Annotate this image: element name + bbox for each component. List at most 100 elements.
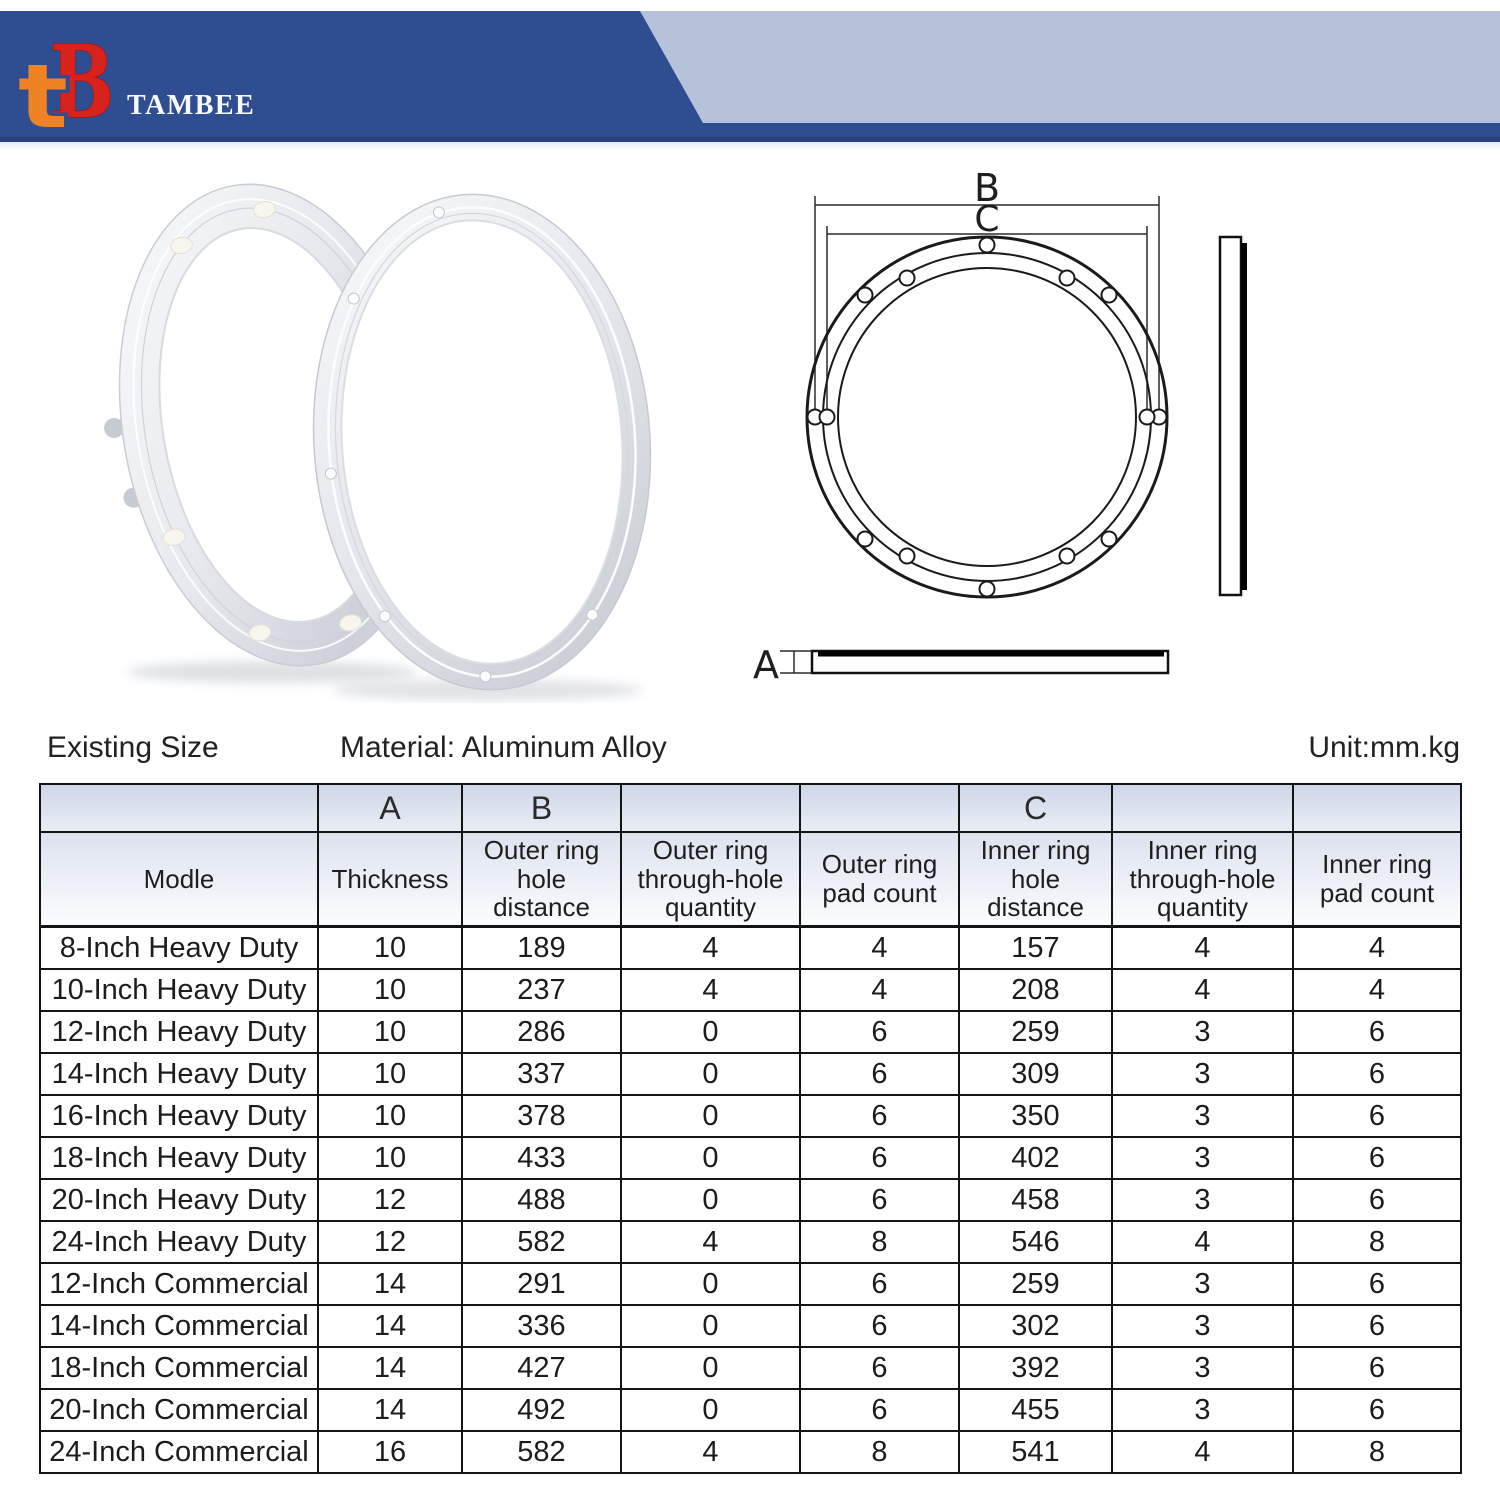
cell: 350 [958,1094,1113,1138]
cell: 237 [461,968,622,1012]
cell: 3 [1111,1178,1294,1222]
brand-name: TAMBEE [127,90,256,121]
logo-letter-t: t [18,45,68,137]
cell: 4 [1111,925,1294,970]
letter-cell [1111,783,1294,833]
ring-side-view-vertical [1218,235,1247,597]
model-cell: 18-Inch Heavy Duty [39,1136,319,1180]
cell: 0 [620,1094,801,1138]
model-cell: 20-Inch Heavy Duty [39,1178,319,1222]
cell: 8 [799,1220,960,1264]
cell: 8 [799,1430,960,1474]
model-cell: 16-Inch Heavy Duty [39,1094,319,1138]
unit-label: Unit:mm.kg [1308,731,1460,764]
header-outer-hole-distance: Outer ring hole distance [461,831,622,928]
cell: 259 [958,1010,1113,1054]
header-outer-through-hole-qty: Outer ring through-hole quantity [620,831,801,928]
cell: 6 [799,1010,960,1054]
header-banner: B t TAMBEE [0,11,1500,142]
table-row: 10-Inch Heavy Duty 10 237 4 4 208 4 4 [39,968,1462,1012]
table-row: 8-Inch Heavy Duty 10 189 4 4 157 4 4 [39,925,1462,970]
cell: 4 [1111,968,1294,1012]
cell: 6 [799,1304,960,1348]
letter-cell [39,783,319,833]
cell: 8 [1292,1220,1462,1264]
material-label: Material: Aluminum Alloy [340,731,667,764]
cell: 8 [1292,1430,1462,1474]
spec-table-body: 8-Inch Heavy Duty 10 189 4 4 157 4 4 10-Inch He… [39,925,1462,1474]
cell: 10 [317,925,463,970]
cell: 6 [799,1136,960,1180]
model-cell: 8-Inch Heavy Duty [39,925,319,970]
technical-diagram: B C A [753,166,1247,685]
cell: 4 [1292,968,1462,1012]
cell: 16 [317,1430,463,1474]
header-model: Modle [39,831,319,928]
table-row: 18-Inch Heavy Duty 10 433 0 6 402 3 6 [39,1136,1462,1180]
ring-shadow [127,661,417,683]
table-row: 24-Inch Heavy Duty 12 582 4 8 546 4 8 [39,1220,1462,1264]
ring-hole [586,608,599,621]
column-header-row: Modle Thickness Outer ring hole distance… [39,831,1462,928]
model-cell: 24-Inch Heavy Duty [39,1220,319,1264]
banner-accent-shape [640,11,1500,123]
cell: 546 [958,1220,1113,1264]
header-inner-hole-distance: Inner ring hole distance [958,831,1113,928]
cell: 6 [1292,1094,1462,1138]
dimension-letter-row: A B C [39,783,1462,833]
dimension-label-c: C [974,199,999,240]
model-cell: 24-Inch Commercial [39,1430,319,1474]
cell: 309 [958,1052,1113,1096]
header-thickness: Thickness [317,831,463,928]
ring-pad [169,236,193,255]
cell: 458 [958,1178,1113,1222]
table-row: 14-Inch Commercial 14 336 0 6 302 3 6 [39,1304,1462,1348]
table-row: 16-Inch Heavy Duty 10 378 0 6 350 3 6 [39,1094,1462,1138]
cell: 4 [620,925,801,970]
ring-hole [347,292,360,305]
header-inner-through-hole-qty: Inner ring through-hole quantity [1111,831,1294,928]
cell: 3 [1111,1052,1294,1096]
cell: 3 [1111,1136,1294,1180]
cell: 4 [620,968,801,1012]
cell: 0 [620,1052,801,1096]
cell: 6 [1292,1052,1462,1096]
cell: 541 [958,1430,1113,1474]
cell: 6 [799,1388,960,1432]
cell: 392 [958,1346,1113,1390]
cell: 208 [958,968,1113,1012]
cell: 4 [799,925,960,970]
cell: 0 [620,1304,801,1348]
cell: 6 [799,1262,960,1306]
ring-hole [432,206,445,219]
model-cell: 12-Inch Heavy Duty [39,1010,319,1054]
ring-pad [253,200,276,219]
cell: 6 [1292,1346,1462,1390]
cell: 402 [958,1136,1113,1180]
cell: 337 [461,1052,622,1096]
cell: 10 [317,1010,463,1054]
table-caption-row: Existing Size Material: Aluminum Alloy U… [0,731,1500,771]
model-cell: 18-Inch Commercial [39,1346,319,1390]
cell: 6 [1292,1136,1462,1180]
cell: 6 [1292,1388,1462,1432]
cell: 0 [620,1136,801,1180]
ring-side-view-horizontal [780,649,1170,675]
cell: 6 [799,1346,960,1390]
cell: 286 [461,1010,622,1054]
cell: 14 [317,1388,463,1432]
ring-hole [324,467,337,480]
cell: 6 [799,1178,960,1222]
cell: 0 [620,1388,801,1432]
cell: 0 [620,1262,801,1306]
letter-cell [799,783,960,833]
model-cell: 12-Inch Commercial [39,1262,319,1306]
table-row: 20-Inch Heavy Duty 12 488 0 6 458 3 6 [39,1178,1462,1222]
ring-side-nub [104,417,125,438]
cell: 189 [461,925,622,970]
header-inner-pad-count: Inner ring pad count [1292,831,1462,928]
model-cell: 10-Inch Heavy Duty [39,968,319,1012]
ring-pad [248,624,272,642]
cell: 0 [620,1346,801,1390]
cell: 12 [317,1178,463,1222]
